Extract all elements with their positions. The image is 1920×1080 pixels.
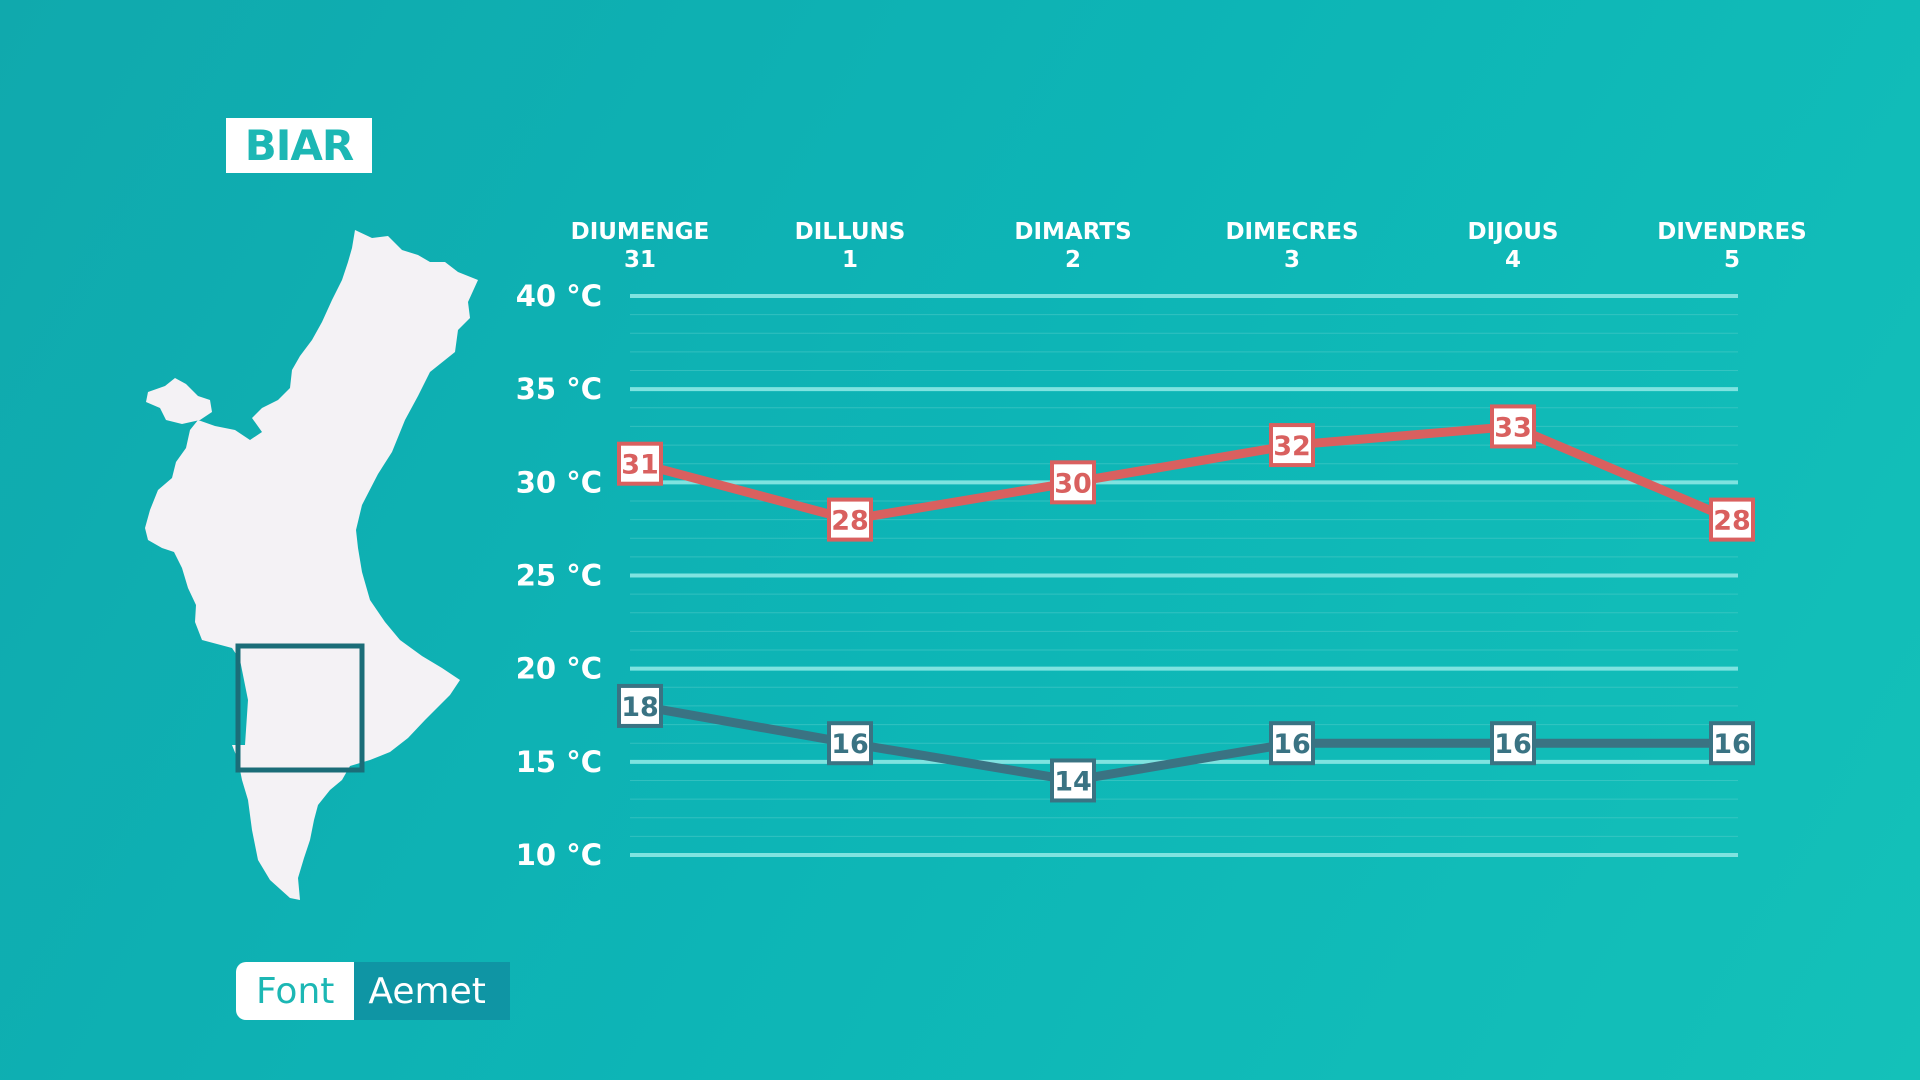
x-tick-date: 3 [1284,247,1300,273]
data-label: 31 [621,450,659,481]
y-tick-label: 20 °C [516,652,602,686]
series-line-1 [639,701,1732,785]
x-tick-date: 4 [1505,247,1521,273]
x-tick-day: DIJOUS [1467,219,1558,245]
series-layer: 31 28 30 32 33 28 18 16 14 16 16 16 [617,404,1755,803]
x-tick-day: DIMECRES [1225,219,1358,245]
data-label: 16 [831,729,869,760]
data-point-box [1050,758,1096,803]
data-label: 33 [1494,412,1532,443]
y-tick-label: 30 °C [516,465,602,499]
region-map-shape [145,230,478,900]
data-point-box [1269,721,1315,766]
x-tick-day: DIUMENGE [571,219,710,245]
x-tick-date: 2 [1065,247,1081,273]
data-point-box [827,497,873,542]
data-label: 30 [1054,468,1092,499]
series-line-0 [638,421,1734,525]
data-point-box [1490,721,1536,766]
major-gridlines [630,294,1738,857]
y-tick-label: 35 °C [516,372,602,406]
x-tick-day: DILLUNS [795,219,906,245]
data-point-box [1709,721,1755,766]
data-point-box [1709,497,1755,542]
y-tick-label: 40 °C [516,279,602,313]
x-tick-day: DIVENDRES [1657,219,1807,245]
data-label: 14 [1054,766,1092,797]
x-tick-day: DIMARTS [1014,219,1131,245]
y-axis-ticks: 40 °C 35 °C 30 °C 25 °C 20 °C 15 °C 10 °C [516,279,602,872]
data-point-box [827,721,873,766]
source-value: Aemet [354,962,510,1020]
source-label: Font [236,962,355,1020]
x-tick-date: 5 [1724,247,1740,273]
x-tick-date: 31 [624,247,656,273]
data-label: 18 [621,692,659,723]
x-tick-date: 1 [842,247,858,273]
y-tick-label: 10 °C [516,838,602,872]
data-label: 16 [1713,729,1751,760]
minor-gridlines [630,314,1738,837]
island-shape [146,378,212,424]
data-point-box [617,683,663,728]
data-point-box [1050,460,1096,505]
data-label: 16 [1494,729,1532,760]
source-badge: Font Aemet [236,962,510,1020]
location-title: BIAR [226,118,372,173]
data-label: 32 [1273,431,1311,462]
y-tick-label: 15 °C [516,745,602,779]
data-point-box [617,441,663,486]
data-label: 28 [1713,506,1751,537]
data-label: 16 [1273,729,1311,760]
location-marker-box [235,643,365,773]
y-tick-label: 25 °C [516,559,602,593]
data-point-box [1490,404,1536,449]
data-point-box [1269,423,1315,468]
data-label: 28 [831,506,869,537]
